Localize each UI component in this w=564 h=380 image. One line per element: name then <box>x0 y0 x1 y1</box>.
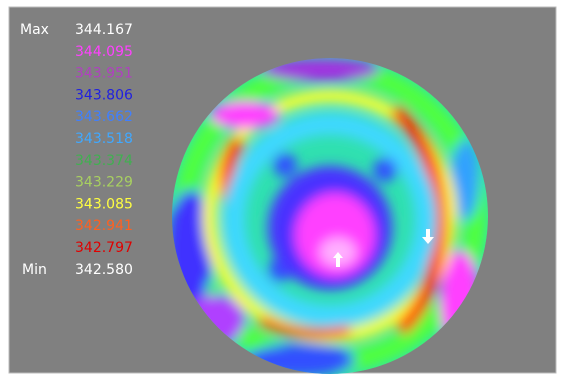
legend-value: 343.374 <box>75 153 133 169</box>
marker-arrow <box>333 252 343 267</box>
legend-min-label: Min <box>22 262 47 278</box>
legend-max-label: Max <box>20 22 49 38</box>
contour-disc <box>172 58 488 374</box>
legend-value: 342.580 <box>75 262 133 278</box>
legend-value: 342.941 <box>75 218 133 234</box>
legend-value: 343.229 <box>75 175 133 191</box>
marker-arrow <box>422 229 434 244</box>
legend-value: 344.167 <box>75 22 133 38</box>
legend-value: 343.085 <box>75 196 133 212</box>
legend-value: 343.951 <box>75 66 133 82</box>
legend-value: 343.662 <box>75 109 133 125</box>
legend-value: 342.797 <box>75 240 133 256</box>
legend-value: 343.806 <box>75 87 133 103</box>
legend-value: 344.095 <box>75 44 133 60</box>
legend-value: 343.518 <box>75 131 133 147</box>
